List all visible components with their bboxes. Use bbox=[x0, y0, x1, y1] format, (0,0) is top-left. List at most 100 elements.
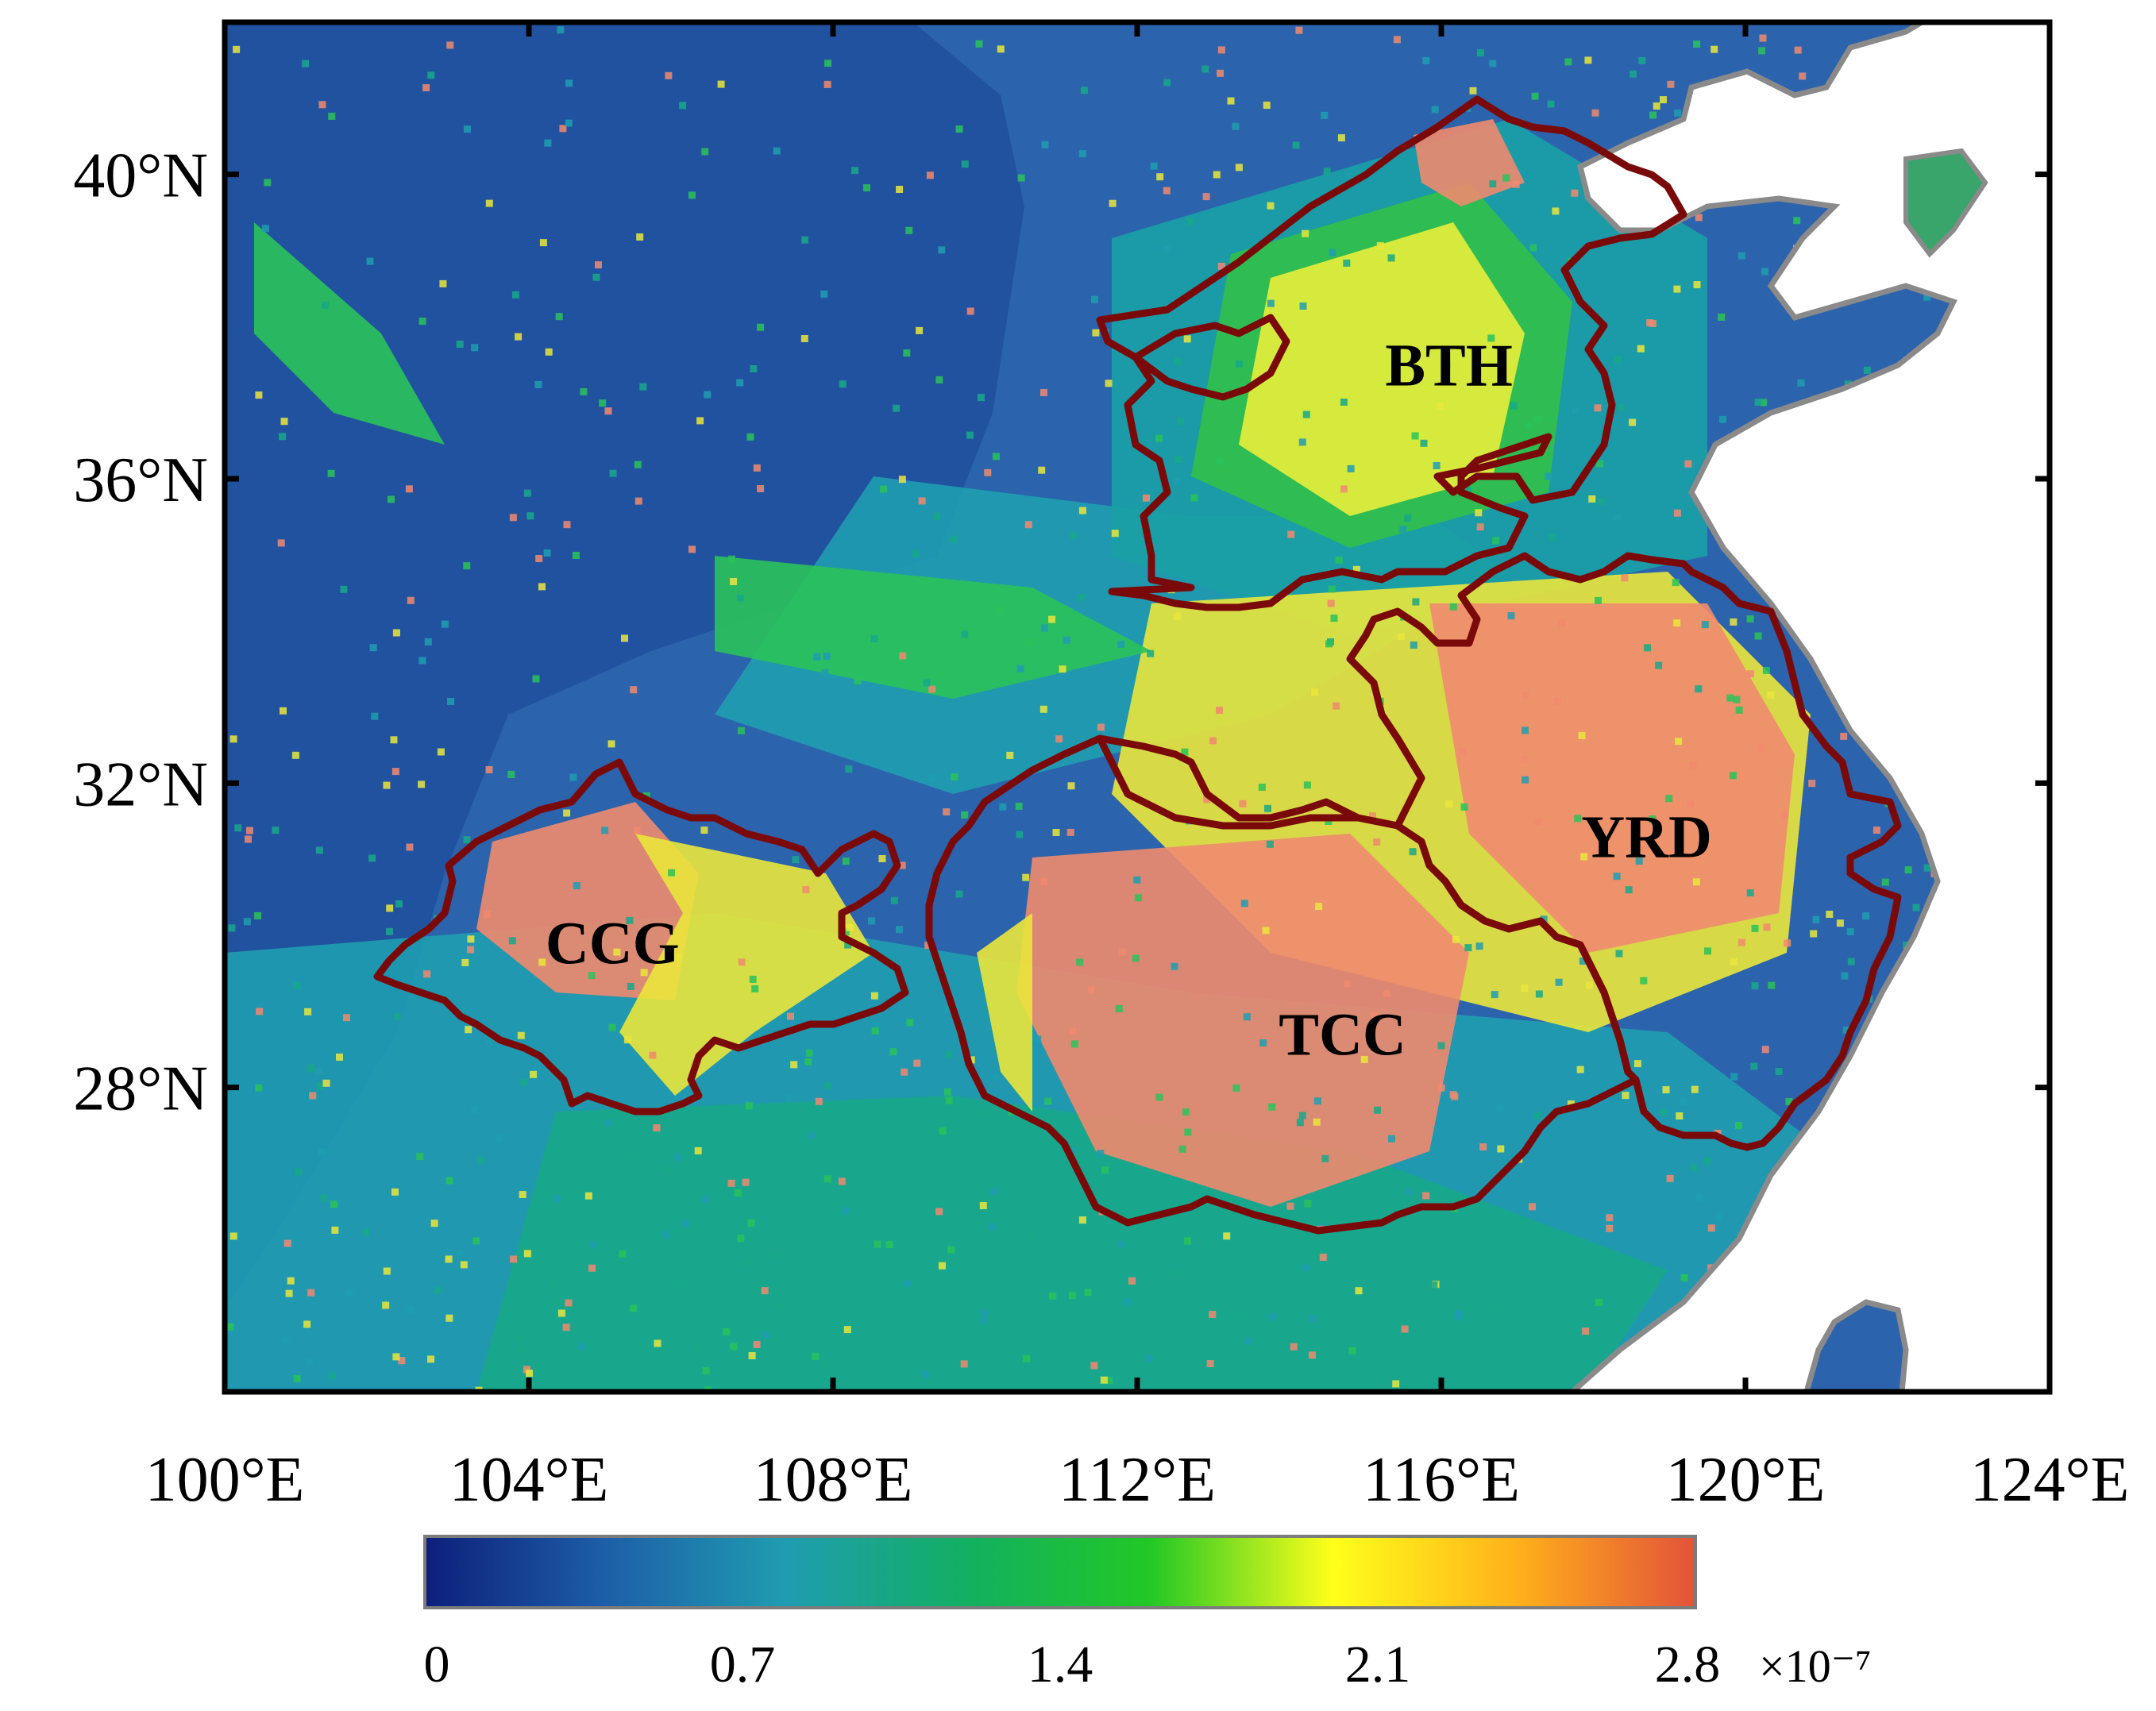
speckle bbox=[423, 970, 431, 978]
speckle bbox=[679, 102, 687, 110]
value-field-patch bbox=[1239, 222, 1525, 516]
value-field-patch bbox=[476, 802, 699, 1000]
speckle bbox=[1595, 1298, 1603, 1306]
speckle bbox=[975, 40, 983, 48]
speckle bbox=[1319, 1254, 1327, 1261]
speckle bbox=[303, 1320, 311, 1328]
speckle bbox=[1016, 830, 1024, 838]
speckle bbox=[471, 344, 479, 352]
speckle bbox=[1810, 930, 1818, 938]
speckle bbox=[1267, 202, 1275, 210]
speckle bbox=[418, 318, 426, 326]
speckle bbox=[1775, 1068, 1783, 1076]
speckle bbox=[1051, 1123, 1059, 1131]
speckle bbox=[1534, 415, 1541, 423]
speckle bbox=[904, 1279, 912, 1287]
speckle bbox=[800, 335, 808, 342]
speckle bbox=[1039, 705, 1047, 713]
speckle bbox=[1497, 1145, 1505, 1153]
axis-tick-labels: 100°E 104°E 108°E 112°E 116°E 120°E 124°E 28°N 3… bbox=[73, 141, 2129, 1515]
speckle bbox=[903, 349, 911, 357]
speckle bbox=[1621, 574, 1629, 582]
speckle bbox=[842, 928, 850, 936]
speckle bbox=[445, 1314, 453, 1322]
speckle bbox=[978, 394, 985, 402]
speckle bbox=[1078, 507, 1086, 514]
speckle bbox=[688, 191, 696, 199]
speckle bbox=[601, 827, 609, 834]
speckle bbox=[331, 1226, 339, 1234]
speckle bbox=[943, 1088, 951, 1096]
speckle bbox=[1078, 150, 1086, 158]
speckle bbox=[553, 1195, 561, 1203]
speckle bbox=[661, 1231, 669, 1239]
speckle bbox=[1606, 1214, 1614, 1222]
speckle bbox=[1263, 102, 1271, 109]
speckle bbox=[538, 583, 546, 591]
speckle bbox=[1582, 1328, 1590, 1335]
speckle bbox=[1585, 981, 1593, 989]
speckle bbox=[439, 279, 447, 287]
speckle bbox=[1022, 873, 1030, 881]
speckle bbox=[1147, 649, 1155, 657]
speckle bbox=[874, 1240, 881, 1248]
speckle bbox=[1209, 737, 1217, 745]
speckle bbox=[1564, 58, 1572, 66]
speckle bbox=[846, 923, 854, 931]
speckle bbox=[526, 1370, 533, 1378]
speckle bbox=[1862, 912, 1870, 920]
speckle bbox=[672, 1281, 680, 1289]
speckle bbox=[1308, 1315, 1316, 1323]
speckle bbox=[854, 676, 862, 684]
speckle bbox=[1701, 621, 1709, 629]
speckle bbox=[1078, 1216, 1086, 1224]
speckle bbox=[1545, 472, 1552, 480]
speckle bbox=[1217, 69, 1225, 77]
speckle bbox=[1555, 978, 1563, 986]
speckle bbox=[1873, 827, 1880, 834]
speckle bbox=[1635, 857, 1643, 865]
speckle bbox=[980, 1309, 988, 1316]
speckle bbox=[653, 1124, 661, 1131]
region-label-ccg: CCG bbox=[546, 911, 680, 977]
speckle bbox=[1580, 853, 1588, 861]
speckle bbox=[746, 433, 754, 441]
speckle bbox=[1784, 939, 1792, 947]
speckle bbox=[955, 890, 963, 898]
speckle bbox=[736, 379, 744, 387]
speckle bbox=[1327, 599, 1335, 607]
y-tick-label: 28°N bbox=[73, 1054, 208, 1124]
speckle bbox=[1420, 439, 1428, 447]
speckle bbox=[1579, 958, 1587, 965]
speckle bbox=[1184, 1128, 1192, 1136]
speckle bbox=[1711, 45, 1718, 53]
speckle bbox=[1143, 494, 1150, 502]
speckle bbox=[1660, 96, 1667, 104]
speckle bbox=[750, 365, 758, 372]
speckle bbox=[293, 982, 301, 989]
speckle bbox=[1735, 1122, 1742, 1129]
speckle bbox=[1733, 696, 1741, 703]
map-area bbox=[225, 22, 2050, 1392]
speckle bbox=[1433, 462, 1441, 469]
speckle bbox=[1799, 72, 1807, 80]
speckle bbox=[694, 1146, 702, 1154]
speckle bbox=[1209, 1311, 1217, 1318]
speckle bbox=[1111, 530, 1119, 538]
speckle bbox=[918, 497, 926, 505]
speckle bbox=[1264, 804, 1271, 812]
speckle bbox=[538, 958, 546, 966]
speckle bbox=[1535, 990, 1543, 998]
speckle bbox=[999, 803, 1007, 811]
speckle bbox=[668, 869, 676, 877]
speckle bbox=[1649, 320, 1657, 327]
speckle bbox=[1492, 537, 1500, 545]
speckle bbox=[1691, 1085, 1699, 1093]
speckle bbox=[808, 1132, 816, 1139]
speckle bbox=[1016, 665, 1024, 672]
speckle bbox=[549, 1281, 557, 1289]
speckle bbox=[256, 1008, 264, 1015]
speckle bbox=[757, 485, 765, 492]
speckle bbox=[1243, 1013, 1251, 1021]
speckle bbox=[245, 835, 252, 843]
